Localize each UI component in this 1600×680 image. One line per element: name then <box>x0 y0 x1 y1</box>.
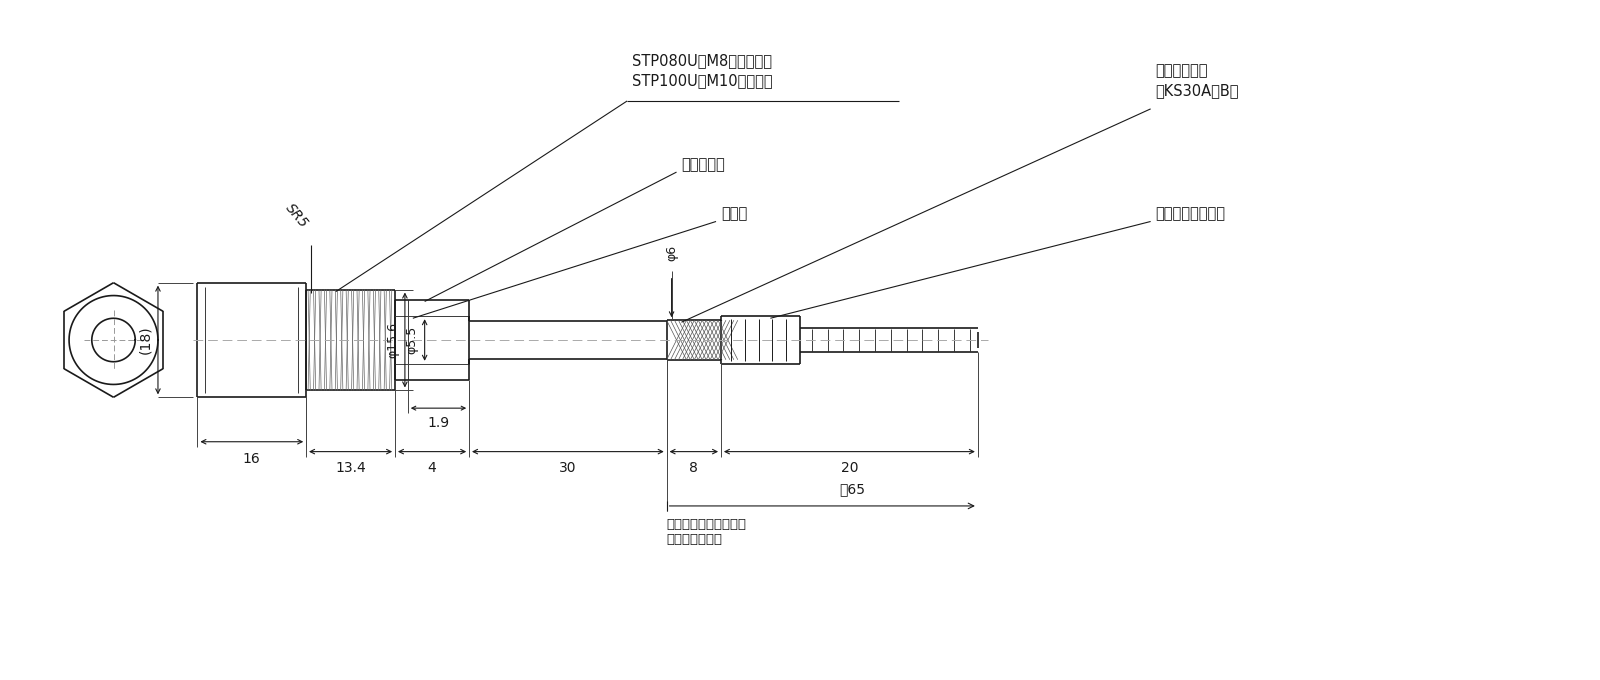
Text: 13.4: 13.4 <box>336 462 366 475</box>
Text: ブーツ保護: ブーツ保護 <box>682 157 725 172</box>
Text: φ15.6: φ15.6 <box>386 322 398 358</box>
Text: STP080U：M8　（並目）
STP100U：M10（並目）: STP080U：M8 （並目） STP100U：M10（並目） <box>632 54 773 88</box>
Text: 20: 20 <box>840 462 858 475</box>
Text: 終65: 終65 <box>838 482 866 496</box>
Text: コードプロテクタ: コードプロテクタ <box>1155 207 1226 222</box>
Text: φ5.5: φ5.5 <box>406 326 419 354</box>
Text: 1.9: 1.9 <box>427 416 450 430</box>
Text: 30: 30 <box>558 462 576 475</box>
Text: 4: 4 <box>427 462 437 475</box>
Text: 8: 8 <box>690 462 698 475</box>
Text: カートリッジ取外しに
要するスペース: カートリッジ取外しに 要するスペース <box>667 517 747 546</box>
Text: SR5: SR5 <box>282 201 310 231</box>
Text: (18): (18) <box>138 326 152 354</box>
Text: カートリッジ
（KS30A／B）: カートリッジ （KS30A／B） <box>1155 63 1238 98</box>
Text: 16: 16 <box>243 452 261 466</box>
Text: φ6: φ6 <box>666 245 678 261</box>
Text: スキマ: スキマ <box>722 207 747 222</box>
